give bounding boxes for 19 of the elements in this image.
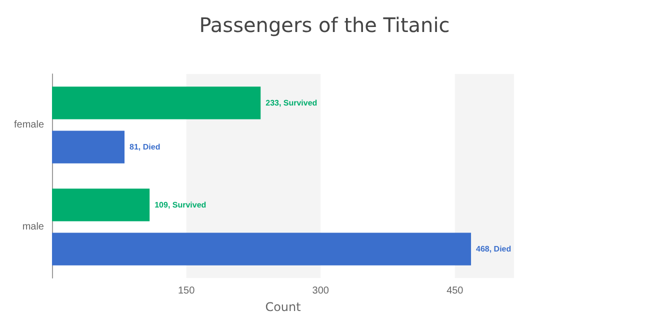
bar [52,188,150,222]
x-tick-label: 300 [312,286,330,296]
data-label: 468, [476,244,492,254]
bar [52,232,472,266]
x-tick-label: 150 [178,286,196,296]
bar [52,130,125,164]
x-tick-label: 450 [446,286,464,296]
text: Survived [283,98,318,108]
data-label: 233, [266,98,282,108]
data-label: 81, [130,142,141,152]
text: Died [494,244,512,254]
y-tick-label: male [22,222,44,232]
bar [52,86,261,120]
text: Died [142,142,160,152]
chart-title: Passengers of the Titanic [199,13,450,37]
y-tick-label: female [14,120,44,130]
x-axis-title: Count [265,300,302,314]
data-label: 109, [154,200,170,210]
text: Survived [172,200,206,210]
